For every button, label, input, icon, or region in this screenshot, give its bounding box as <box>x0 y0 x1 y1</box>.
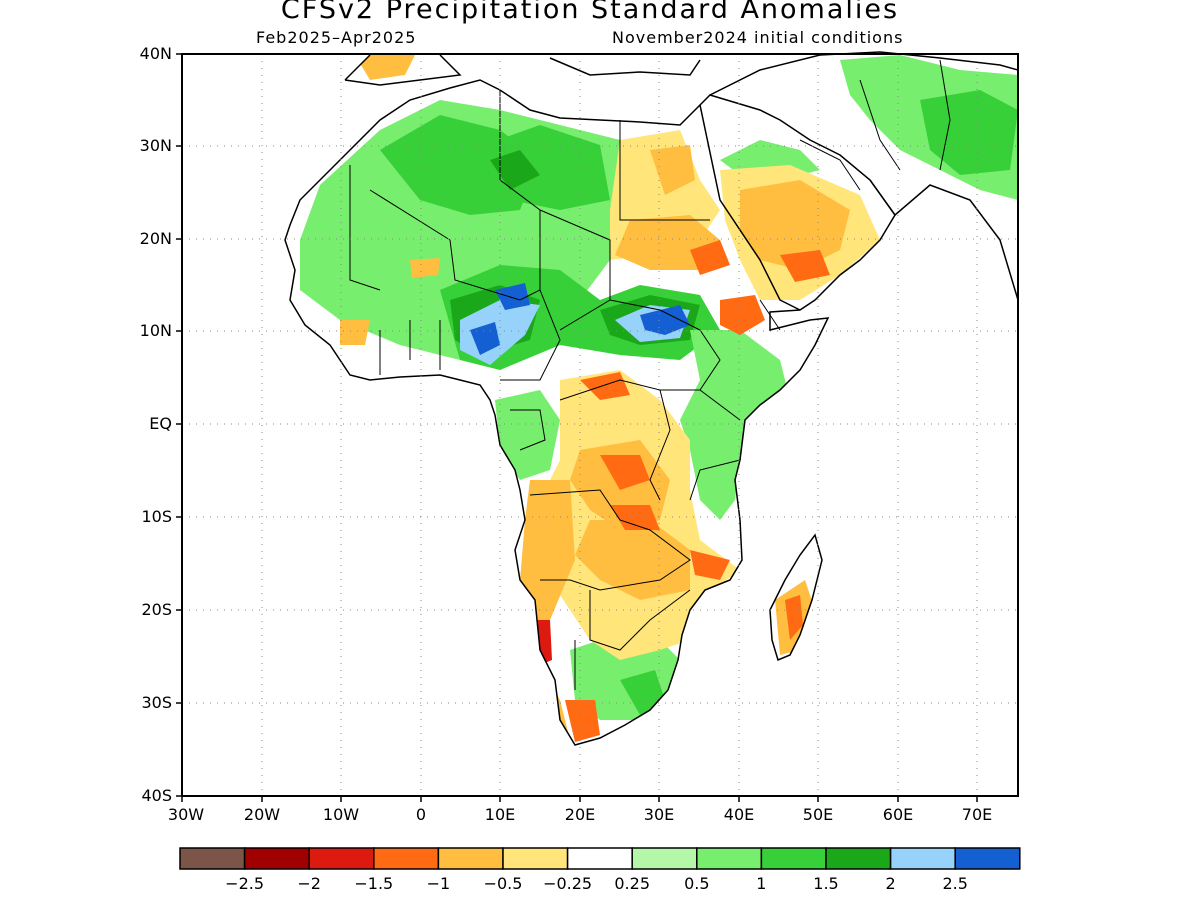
lat-label: 40N <box>139 44 172 63</box>
lon-label: 30W <box>167 805 205 824</box>
colorbar-label: −1.5 <box>354 874 394 893</box>
initial-conditions: November2024 initial conditions <box>612 28 904 47</box>
country-borders <box>349 59 951 690</box>
colorbar-swatch <box>502 847 569 870</box>
colorbar-swatch <box>179 847 246 870</box>
lat-label: EQ <box>149 414 172 433</box>
colorbar-label: −1 <box>426 874 451 893</box>
lon-label: 20W <box>243 805 281 824</box>
lat-label: 40S <box>141 786 172 805</box>
colorbar-swatch <box>760 847 827 870</box>
colorbar-swatch <box>243 847 310 870</box>
colorbar-swatch <box>437 847 504 870</box>
lat-label: 20N <box>139 229 172 248</box>
lon-label: 40E <box>723 805 755 824</box>
colorbar-label: 1 <box>756 874 767 893</box>
map-title: CFSv2 Precipitation Standard Anomalies <box>280 0 900 25</box>
colorbar-label: −2.5 <box>225 874 265 893</box>
lon-label: 10E <box>484 805 516 824</box>
lon-label: 70E <box>961 805 993 824</box>
lon-label: 30E <box>643 805 675 824</box>
colorbar-label: 2 <box>885 874 896 893</box>
colorbar-label: 0.5 <box>684 874 710 893</box>
colorbar-label: 2.5 <box>942 874 968 893</box>
lat-label: 30S <box>141 693 172 712</box>
axis-ticks <box>176 53 978 802</box>
colorbar-swatch <box>889 847 956 870</box>
lat-label: 30N <box>139 136 172 155</box>
lon-label: 10W <box>322 805 360 824</box>
plot-frame <box>181 53 1019 797</box>
lon-label: 60E <box>882 805 914 824</box>
colorbar-swatch <box>566 847 633 870</box>
colorbar-swatch <box>954 847 1021 870</box>
lon-label: 0 <box>415 805 427 824</box>
lon-label: 20E <box>564 805 596 824</box>
colorbar-swatch <box>631 847 698 870</box>
colorbar <box>179 847 1021 870</box>
colorbar-label: −0.5 <box>483 874 523 893</box>
graticule <box>182 54 1018 796</box>
colorbar-label: 0.25 <box>614 874 650 893</box>
coastlines <box>284 51 1019 746</box>
colorbar-label: −0.25 <box>543 874 593 893</box>
colorbar-swatch <box>308 847 375 870</box>
colorbar-swatch <box>696 847 763 870</box>
lon-label: 50E <box>802 805 834 824</box>
lat-label: 20S <box>141 600 172 619</box>
forecast-period: Feb2025–Apr2025 <box>256 28 417 47</box>
colorbar-swatch <box>825 847 892 870</box>
colorbar-label: 1.5 <box>813 874 839 893</box>
colorbar-label: −2 <box>297 874 321 893</box>
colorbar-swatch <box>373 847 440 870</box>
lat-label: 10S <box>141 507 172 526</box>
lat-label: 10N <box>139 321 172 340</box>
